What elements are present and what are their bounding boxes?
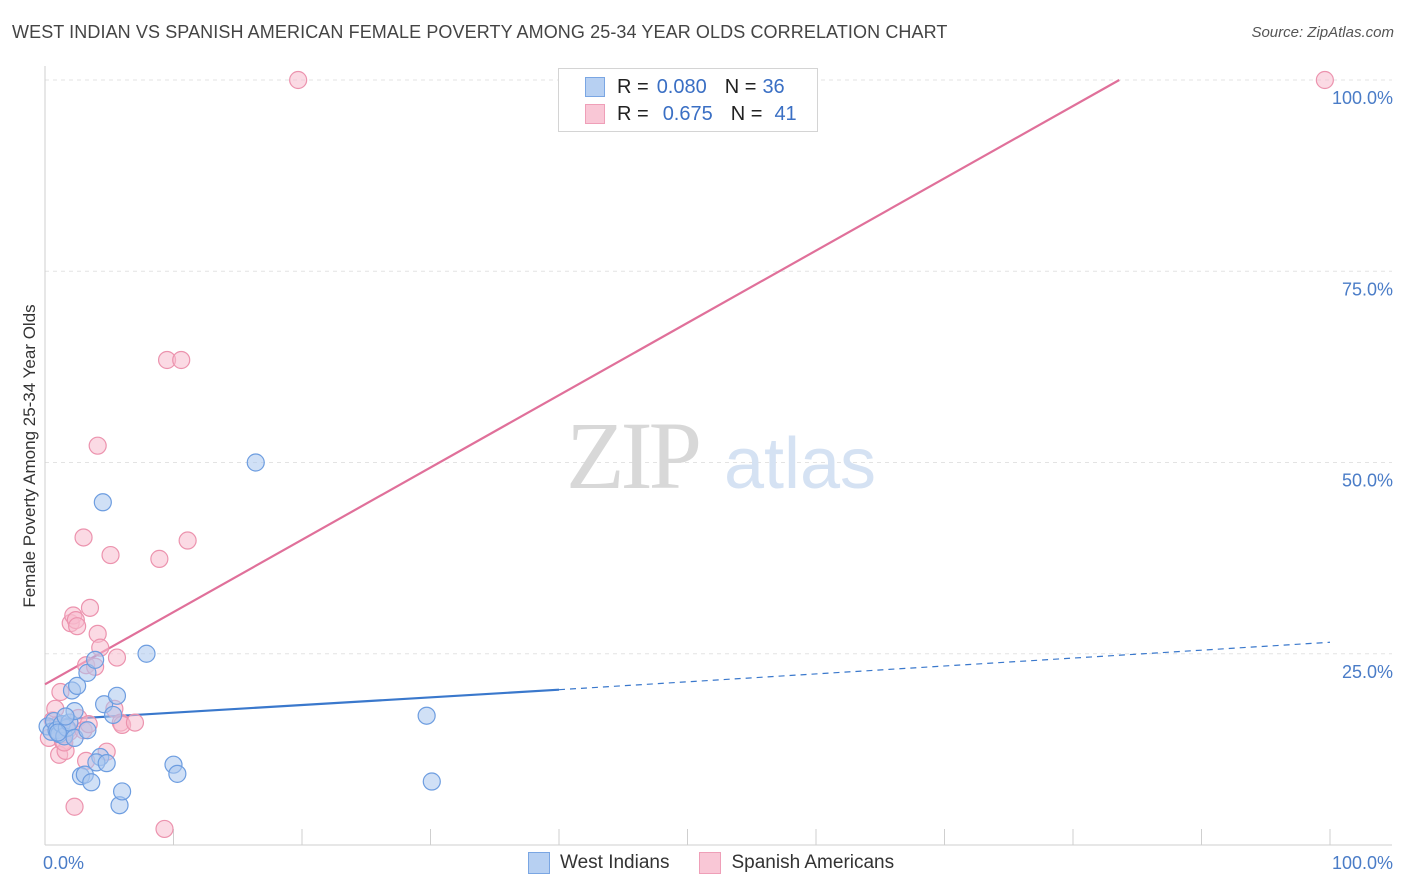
source-credit: Source: ZipAtlas.com xyxy=(1251,24,1394,41)
legend-label-west-indians: West Indians xyxy=(560,852,670,873)
series-legend: West Indians Spanish Americans xyxy=(528,852,924,874)
correlation-legend: R = 0.080 N = 36 R = 0.675 N = 41 xyxy=(558,68,818,132)
point-west-indians xyxy=(97,754,116,773)
point-spanish-americans xyxy=(88,436,107,455)
point-west-indians xyxy=(48,723,67,742)
legend-row-west-indians: R = 0.080 N = 36 xyxy=(585,75,785,99)
trend-line-spanish-americans xyxy=(44,79,1120,686)
watermark: ZIP atlas xyxy=(566,402,876,509)
point-west-indians xyxy=(104,705,123,725)
legend-swatch-blue xyxy=(528,852,550,874)
y-tick-label: 75.0% xyxy=(1342,279,1393,299)
legend-n-label: N = xyxy=(730,102,763,125)
trend-lines xyxy=(44,79,1331,722)
point-west-indians xyxy=(168,764,187,783)
point-west-indians xyxy=(86,650,105,669)
y-tick-label: 25.0% xyxy=(1342,662,1393,682)
point-spanish-americans xyxy=(155,819,174,839)
legend-r-value: 0.080 xyxy=(656,75,707,98)
tick-labels: 25.0% 50.0% 75.0% 100.0% 0.0% 100.0% xyxy=(43,88,1393,873)
legend-r-label: R = xyxy=(617,102,649,125)
point-west-indians xyxy=(56,707,75,726)
chart-title: WEST INDIAN VS SPANISH AMERICAN FEMALE P… xyxy=(12,22,948,42)
watermark-zip: ZIP xyxy=(566,402,699,509)
legend-swatch-pink xyxy=(699,852,722,874)
trend-line-west-indians-projection xyxy=(558,641,1331,691)
legend-swatch-pink xyxy=(585,104,605,124)
y-tick-label: 100.0% xyxy=(1332,88,1393,108)
point-spanish-americans xyxy=(74,528,93,547)
point-spanish-americans xyxy=(65,797,84,816)
point-west-indians xyxy=(82,773,101,792)
legend-n-label: N = xyxy=(724,75,757,98)
point-west-indians xyxy=(417,706,436,725)
point-spanish-americans xyxy=(178,531,197,550)
point-west-indians xyxy=(112,782,132,801)
legend-row-spanish-americans: R = 0.675 N = 41 xyxy=(585,102,797,126)
point-spanish-americans xyxy=(68,617,87,636)
legend-item-spanish-americans: Spanish Americans xyxy=(699,852,894,874)
axes xyxy=(44,66,1392,846)
point-west-indians xyxy=(107,686,127,705)
point-spanish-americans xyxy=(107,648,127,667)
x-tick-label: 0.0% xyxy=(43,853,84,873)
x-tick-label: 100.0% xyxy=(1332,853,1393,873)
data-points xyxy=(38,70,1334,839)
point-spanish-americans xyxy=(150,549,169,568)
point-west-indians xyxy=(93,493,112,512)
point-spanish-americans xyxy=(80,598,100,617)
point-west-indians xyxy=(246,453,265,472)
point-spanish-americans xyxy=(289,70,308,90)
legend-n-value: 41 xyxy=(774,102,797,125)
point-west-indians xyxy=(68,676,87,695)
y-axis-label: Female Poverty Among 25-34 Year Olds xyxy=(20,304,39,608)
legend-r-value: 0.675 xyxy=(662,102,713,125)
legend-item-west-indians: West Indians xyxy=(528,852,669,874)
legend-swatch-blue xyxy=(585,77,605,97)
point-spanish-americans xyxy=(101,545,120,565)
legend-r-label: R = xyxy=(617,75,649,98)
watermark-atlas: atlas xyxy=(724,424,876,504)
point-west-indians xyxy=(422,772,441,791)
legend-n-value: 36 xyxy=(762,75,785,98)
point-spanish-americans xyxy=(1315,70,1334,90)
legend-label-spanish-americans: Spanish Americans xyxy=(731,852,895,873)
point-spanish-americans xyxy=(125,713,145,732)
gridlines xyxy=(45,79,1392,655)
y-tick-label: 50.0% xyxy=(1342,471,1393,491)
point-west-indians xyxy=(137,644,156,663)
point-west-indians xyxy=(78,721,97,740)
point-spanish-americans xyxy=(172,350,191,370)
